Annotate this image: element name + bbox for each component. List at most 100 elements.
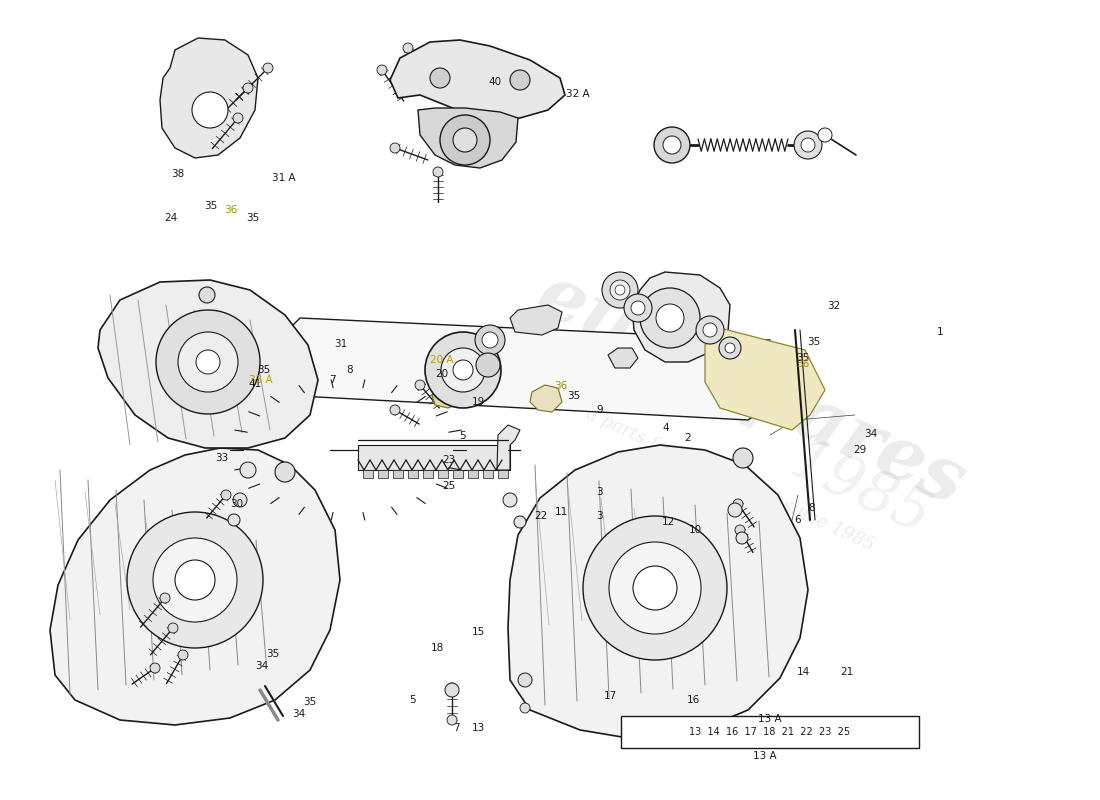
Text: 25: 25 — [442, 481, 455, 490]
Text: a parts for all Porsches since 1985: a parts for all Porsches since 1985 — [583, 405, 877, 555]
Circle shape — [196, 350, 220, 374]
Text: 2: 2 — [684, 434, 691, 443]
Circle shape — [728, 503, 743, 517]
Text: 21: 21 — [840, 667, 854, 677]
Circle shape — [199, 287, 214, 303]
Polygon shape — [432, 382, 468, 408]
Circle shape — [447, 715, 456, 725]
Text: 34: 34 — [865, 429, 878, 438]
Circle shape — [175, 560, 214, 600]
Polygon shape — [608, 348, 638, 368]
Circle shape — [168, 623, 178, 633]
Circle shape — [425, 332, 500, 408]
Text: 14: 14 — [796, 667, 810, 677]
Circle shape — [178, 650, 188, 660]
Polygon shape — [378, 470, 388, 478]
Circle shape — [126, 512, 263, 648]
Text: 20: 20 — [436, 370, 449, 379]
Circle shape — [263, 63, 273, 73]
Text: 29: 29 — [854, 445, 867, 454]
Circle shape — [156, 310, 260, 414]
Text: 4: 4 — [662, 423, 669, 433]
Text: 36: 36 — [796, 359, 810, 369]
Text: 33: 33 — [216, 453, 229, 462]
Circle shape — [663, 136, 681, 154]
Text: eurospares: eurospares — [524, 259, 976, 521]
Text: 13 A: 13 A — [752, 751, 777, 761]
Polygon shape — [530, 385, 562, 412]
Text: 3: 3 — [596, 511, 603, 521]
Circle shape — [243, 83, 253, 93]
Text: 35: 35 — [246, 213, 260, 222]
Circle shape — [632, 566, 676, 610]
Circle shape — [221, 490, 231, 500]
Polygon shape — [508, 445, 808, 740]
Polygon shape — [424, 470, 433, 478]
Circle shape — [615, 285, 625, 295]
Circle shape — [240, 462, 256, 478]
Text: 11: 11 — [554, 507, 568, 517]
Circle shape — [433, 167, 443, 177]
Polygon shape — [278, 318, 770, 420]
Polygon shape — [453, 470, 463, 478]
Text: 16: 16 — [686, 695, 700, 705]
Text: 3: 3 — [596, 487, 603, 497]
Text: 19: 19 — [472, 398, 485, 407]
Circle shape — [440, 115, 490, 165]
Text: 8: 8 — [808, 503, 815, 513]
Circle shape — [520, 703, 530, 713]
Text: 24: 24 — [164, 213, 177, 222]
Circle shape — [415, 380, 425, 390]
Text: 9: 9 — [596, 405, 603, 414]
Polygon shape — [705, 328, 825, 430]
Circle shape — [192, 92, 228, 128]
Circle shape — [430, 68, 450, 88]
Circle shape — [475, 325, 505, 355]
Circle shape — [390, 143, 400, 153]
Text: 7: 7 — [329, 375, 336, 385]
Circle shape — [377, 65, 387, 75]
Text: 5: 5 — [459, 431, 465, 441]
Circle shape — [390, 405, 400, 415]
Circle shape — [233, 493, 248, 507]
Circle shape — [654, 127, 690, 163]
Circle shape — [275, 462, 295, 482]
Polygon shape — [160, 38, 258, 158]
Circle shape — [446, 683, 459, 697]
Circle shape — [735, 525, 745, 535]
Circle shape — [228, 514, 240, 526]
Circle shape — [153, 538, 236, 622]
Polygon shape — [408, 470, 418, 478]
Circle shape — [609, 542, 701, 634]
Circle shape — [178, 332, 238, 392]
Text: 34: 34 — [255, 661, 268, 670]
Circle shape — [518, 673, 532, 687]
Text: 32 A: 32 A — [565, 90, 590, 99]
Text: 34: 34 — [293, 709, 306, 718]
Circle shape — [801, 138, 815, 152]
Text: 30: 30 — [230, 499, 243, 509]
Circle shape — [736, 532, 748, 544]
Polygon shape — [98, 280, 318, 448]
Text: 31 A: 31 A — [272, 173, 296, 182]
Circle shape — [447, 683, 456, 693]
Text: 35: 35 — [266, 649, 279, 658]
Circle shape — [160, 593, 170, 603]
Text: 41: 41 — [249, 379, 262, 389]
Circle shape — [719, 337, 741, 359]
Text: 22: 22 — [535, 511, 548, 521]
Polygon shape — [358, 445, 510, 470]
Circle shape — [703, 323, 717, 337]
Circle shape — [514, 516, 526, 528]
Polygon shape — [498, 470, 508, 478]
Text: 5: 5 — [409, 695, 416, 705]
Polygon shape — [50, 448, 340, 725]
Text: 35: 35 — [568, 391, 581, 401]
Text: 18: 18 — [431, 643, 444, 653]
Text: 13  14  16  17  18  21  22  23  25: 13 14 16 17 18 21 22 23 25 — [690, 727, 850, 737]
Circle shape — [656, 304, 684, 332]
Circle shape — [794, 131, 822, 159]
Text: 8: 8 — [346, 365, 353, 374]
Circle shape — [725, 343, 735, 353]
Circle shape — [453, 360, 473, 380]
